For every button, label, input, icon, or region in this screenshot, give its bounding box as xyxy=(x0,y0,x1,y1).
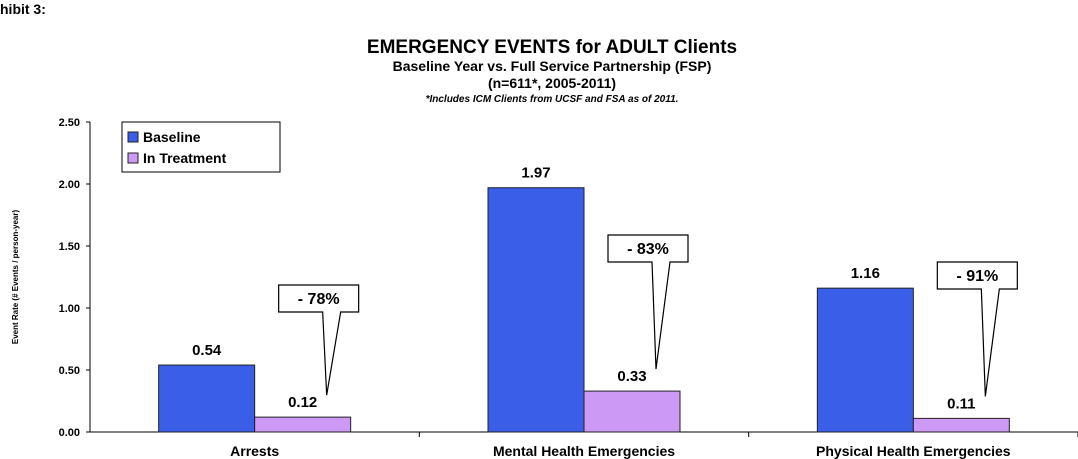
callout xyxy=(607,234,689,370)
callout-text: - 83% xyxy=(627,241,669,258)
y-tick-label: 1.50 xyxy=(59,241,80,253)
y-axis-label: Event Rate (# Events / person-year) xyxy=(11,210,20,345)
value-label: 0.54 xyxy=(192,342,222,359)
y-tick-label: 0.50 xyxy=(59,365,80,377)
bar xyxy=(816,287,914,433)
y-tick-label: 2.50 xyxy=(59,117,80,129)
value-label: 1.16 xyxy=(851,265,880,282)
value-label: 0.11 xyxy=(947,395,975,412)
corner-text: hibit 3: xyxy=(0,1,46,17)
x-tick-label: Mental Health Emergencies xyxy=(493,443,675,459)
bar xyxy=(912,417,1010,433)
bar xyxy=(158,364,256,433)
x-tick-label: Arrests xyxy=(230,443,279,459)
chart-title: EMERGENCY EVENTS for ADULT Clients xyxy=(367,37,737,58)
callout xyxy=(936,261,1018,397)
y-tick-label: 1.00 xyxy=(59,303,80,315)
callout-text: - 91% xyxy=(956,268,998,285)
legend-box xyxy=(121,121,281,173)
callout-text: - 78% xyxy=(298,291,340,308)
value-label: 0.33 xyxy=(617,368,646,385)
x-tick-label: Physical Health Emergencies xyxy=(816,443,1011,459)
bar xyxy=(254,416,352,433)
value-label: 0.12 xyxy=(288,394,317,411)
y-tick-label: 0.00 xyxy=(59,427,80,439)
legend-label: In Treatment xyxy=(143,150,227,166)
footnote: *Includes ICM Clients from UCSF and FSA … xyxy=(426,94,679,105)
legend-swatch xyxy=(127,152,139,164)
chart-subtitle: Baseline Year vs. Full Service Partnersh… xyxy=(393,58,712,74)
callout xyxy=(278,284,360,396)
legend-label: Baseline xyxy=(143,129,201,145)
y-tick-label: 2.00 xyxy=(59,179,80,191)
sample-note: (n=611*, 2005-2011) xyxy=(488,75,616,91)
legend-swatch xyxy=(127,131,139,143)
bar xyxy=(487,187,585,433)
value-label: 1.97 xyxy=(521,165,550,182)
bar xyxy=(583,390,681,433)
